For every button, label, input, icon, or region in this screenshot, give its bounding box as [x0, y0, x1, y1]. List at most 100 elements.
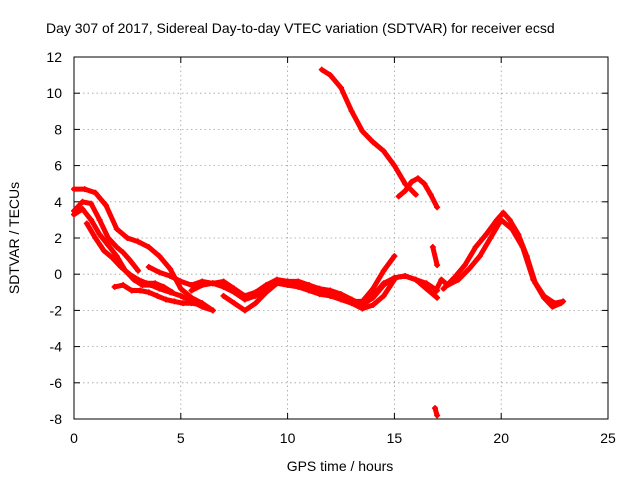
data-point: [402, 273, 409, 280]
data-point: [167, 273, 174, 280]
data-point: [487, 235, 494, 241]
data-point: [241, 292, 248, 299]
data-point: [402, 180, 409, 187]
data-point: [169, 289, 176, 296]
data-point: [380, 292, 387, 299]
data-point: [421, 180, 428, 187]
data-point: [152, 280, 159, 287]
x-tick-label: 5: [177, 430, 185, 446]
y-tick-label: 6: [54, 158, 62, 174]
data-point: [88, 200, 95, 207]
data-point: [370, 294, 377, 301]
data-point: [126, 256, 133, 263]
series-line-arc-1: [71, 186, 216, 313]
data-point: [472, 244, 479, 251]
data-point: [241, 307, 248, 314]
data-point: [177, 278, 184, 285]
series-line-arc-10: [319, 67, 419, 198]
data-point: [231, 300, 238, 307]
x-axis-title: GPS time / hours: [287, 458, 394, 474]
data-point: [156, 269, 163, 276]
data-point: [532, 280, 539, 287]
data-point: [111, 283, 118, 290]
data-point: [493, 216, 500, 223]
data-point: [549, 303, 556, 310]
axis-ticks: 0 5 10 15 20 25 -8 -6 -4 -2 0 2 4 6 8 10 12: [46, 49, 616, 446]
data-point: [145, 263, 152, 270]
data-point: [96, 216, 103, 223]
data-point: [79, 198, 86, 205]
data-point: [177, 292, 184, 299]
data-point: [438, 276, 445, 283]
data-point: [167, 265, 174, 272]
data-point: [391, 274, 398, 281]
data-point: [327, 292, 334, 299]
data-point: [466, 265, 473, 272]
data-point: [79, 206, 86, 213]
data-point: [434, 294, 441, 301]
data-point: [113, 225, 120, 232]
data-point: [113, 253, 120, 260]
data-point: [348, 296, 355, 303]
x-tick-label: 25: [600, 430, 616, 446]
data-point: [451, 274, 458, 281]
data-point: [412, 276, 419, 283]
data-point: [500, 209, 507, 216]
data-point: [338, 84, 344, 91]
data-point: [370, 285, 377, 292]
data-point: [327, 72, 334, 79]
data-point: [209, 307, 216, 314]
data-point: [188, 300, 195, 307]
y-tick-label: 0: [54, 266, 62, 282]
data-point: [109, 254, 116, 261]
data-point: [160, 283, 167, 290]
data-point: [252, 289, 259, 296]
data-point: [338, 291, 344, 298]
data-point: [81, 186, 88, 193]
data-point: [461, 262, 468, 269]
data-point: [395, 193, 402, 200]
data-point: [380, 267, 387, 274]
y-tick-label: 4: [54, 194, 62, 210]
data-point: [156, 253, 163, 260]
data-point: [137, 287, 144, 294]
series-line-arc-15: [441, 210, 564, 310]
data-point: [380, 148, 387, 155]
data-point: [199, 301, 206, 308]
series-line-arc-9: [359, 253, 397, 304]
data-point: [154, 292, 161, 299]
data-point: [263, 289, 270, 296]
y-tick-label: -4: [50, 339, 63, 355]
data-point: [117, 263, 124, 270]
data-point: [391, 162, 398, 169]
series-line-arc-12: [430, 244, 440, 268]
data-point: [209, 280, 216, 287]
data-point: [284, 278, 291, 285]
data-point: [455, 276, 462, 283]
data-point: [113, 244, 120, 251]
data-point: [220, 278, 227, 285]
data-point: [434, 262, 441, 269]
data-point: [316, 285, 323, 292]
data-point: [295, 280, 302, 287]
data-point: [124, 235, 131, 241]
data-point: [423, 280, 430, 287]
y-axis-title: SDTVAR / TECUs: [6, 182, 22, 294]
data-point: [177, 285, 184, 292]
data-point: [423, 285, 430, 292]
data-point: [434, 412, 441, 419]
data-point: [427, 191, 434, 198]
data-point: [506, 216, 513, 223]
data-point: [359, 128, 366, 135]
y-tick-label: 10: [46, 85, 62, 101]
data-point: [231, 285, 238, 292]
data-point: [380, 282, 387, 289]
data-point: [412, 191, 419, 198]
data-point: [145, 289, 152, 296]
data-point: [71, 186, 77, 193]
data-point: [273, 280, 280, 287]
data-point: [515, 231, 522, 238]
data-point: [126, 271, 133, 278]
data-point: [408, 178, 415, 185]
